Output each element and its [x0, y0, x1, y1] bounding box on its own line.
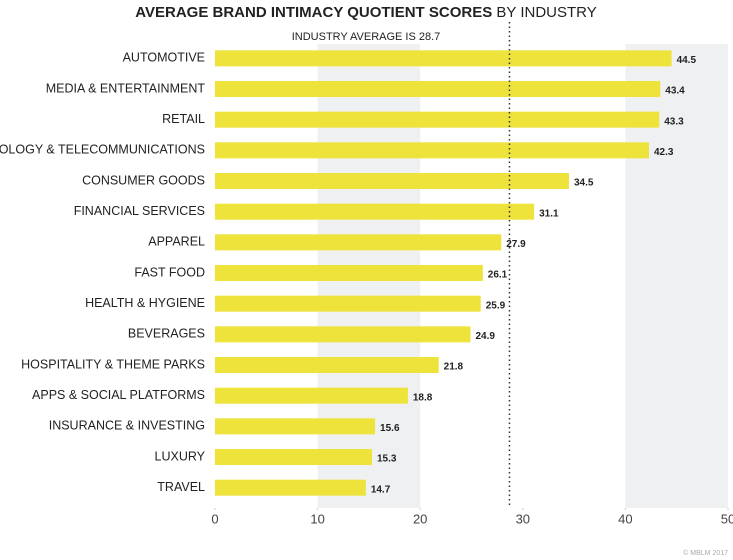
chart-title: AVERAGE BRAND INTIMACY QUOTIENT SCORES B…: [135, 4, 596, 21]
bar: [215, 357, 439, 373]
credit: © MBLM 2017: [683, 549, 728, 557]
value-label: 42.3: [654, 147, 674, 158]
value-label: 18.8: [413, 392, 433, 403]
value-label: 43.3: [664, 116, 684, 127]
bar: [215, 81, 661, 97]
category-label: INSURANCE & INVESTING: [49, 419, 205, 433]
value-label: 21.8: [444, 362, 464, 373]
category-label: APPS & SOCIAL PLATFORMS: [32, 388, 205, 402]
x-tick-label: 0: [211, 511, 218, 526]
bar: [215, 203, 535, 220]
value-label: 44.5: [677, 55, 697, 66]
value-label: 26.1: [488, 270, 508, 281]
value-label: 15.6: [380, 423, 400, 434]
bar: [215, 326, 471, 343]
bar: [215, 234, 502, 251]
bar: [215, 265, 483, 281]
x-tick-label: 50: [721, 511, 733, 526]
x-tick-label: 10: [310, 511, 324, 526]
bar: [215, 111, 660, 128]
category-label: BEVERAGES: [128, 327, 205, 341]
value-label: 27.9: [506, 239, 526, 250]
category-label: MEDIA & ENTERTAINMENT: [46, 81, 206, 95]
category-label: FINANCIAL SERVICES: [74, 204, 205, 218]
category-label: FAST FOOD: [134, 265, 205, 279]
value-label: 25.9: [486, 300, 506, 311]
value-label: 15.3: [377, 454, 397, 465]
bar: [215, 142, 649, 159]
category-label: HOSPITALITY & THEME PARKS: [21, 357, 205, 371]
value-label: 31.1: [539, 208, 559, 219]
x-tick-label: 40: [618, 511, 632, 526]
bar: [215, 418, 376, 435]
category-label: CONSUMER GOODS: [82, 173, 205, 187]
bar: [215, 449, 372, 465]
chart-subtitle: INDUSTRY AVERAGE IS 28.7: [292, 31, 441, 43]
value-label: 24.9: [475, 331, 495, 342]
category-label: LUXURY: [155, 449, 206, 463]
x-tick-label: 20: [413, 511, 427, 526]
bar: [215, 50, 672, 67]
category-label: HEALTH & HYGIENE: [85, 296, 205, 310]
value-label: 43.4: [665, 86, 685, 97]
bar: [215, 479, 366, 496]
x-tick-label: 30: [516, 511, 530, 526]
bar: [215, 173, 569, 189]
title-rest: BY INDUSTRY: [496, 4, 596, 21]
category-label: RETAIL: [162, 112, 205, 126]
value-label: 14.7: [371, 484, 391, 495]
category-label: APPAREL: [148, 235, 205, 249]
value-label: 34.5: [574, 178, 594, 189]
bar: [215, 295, 481, 312]
bar: [215, 387, 408, 404]
title-bold: AVERAGE BRAND INTIMACY QUOTIENT SCORES: [135, 4, 492, 21]
category-label: TRAVEL: [157, 480, 205, 494]
category-label: AUTOMOTIVE: [123, 51, 205, 65]
category-label: TECHNOLOGY & TELECOMMUNICATIONS: [0, 143, 205, 157]
